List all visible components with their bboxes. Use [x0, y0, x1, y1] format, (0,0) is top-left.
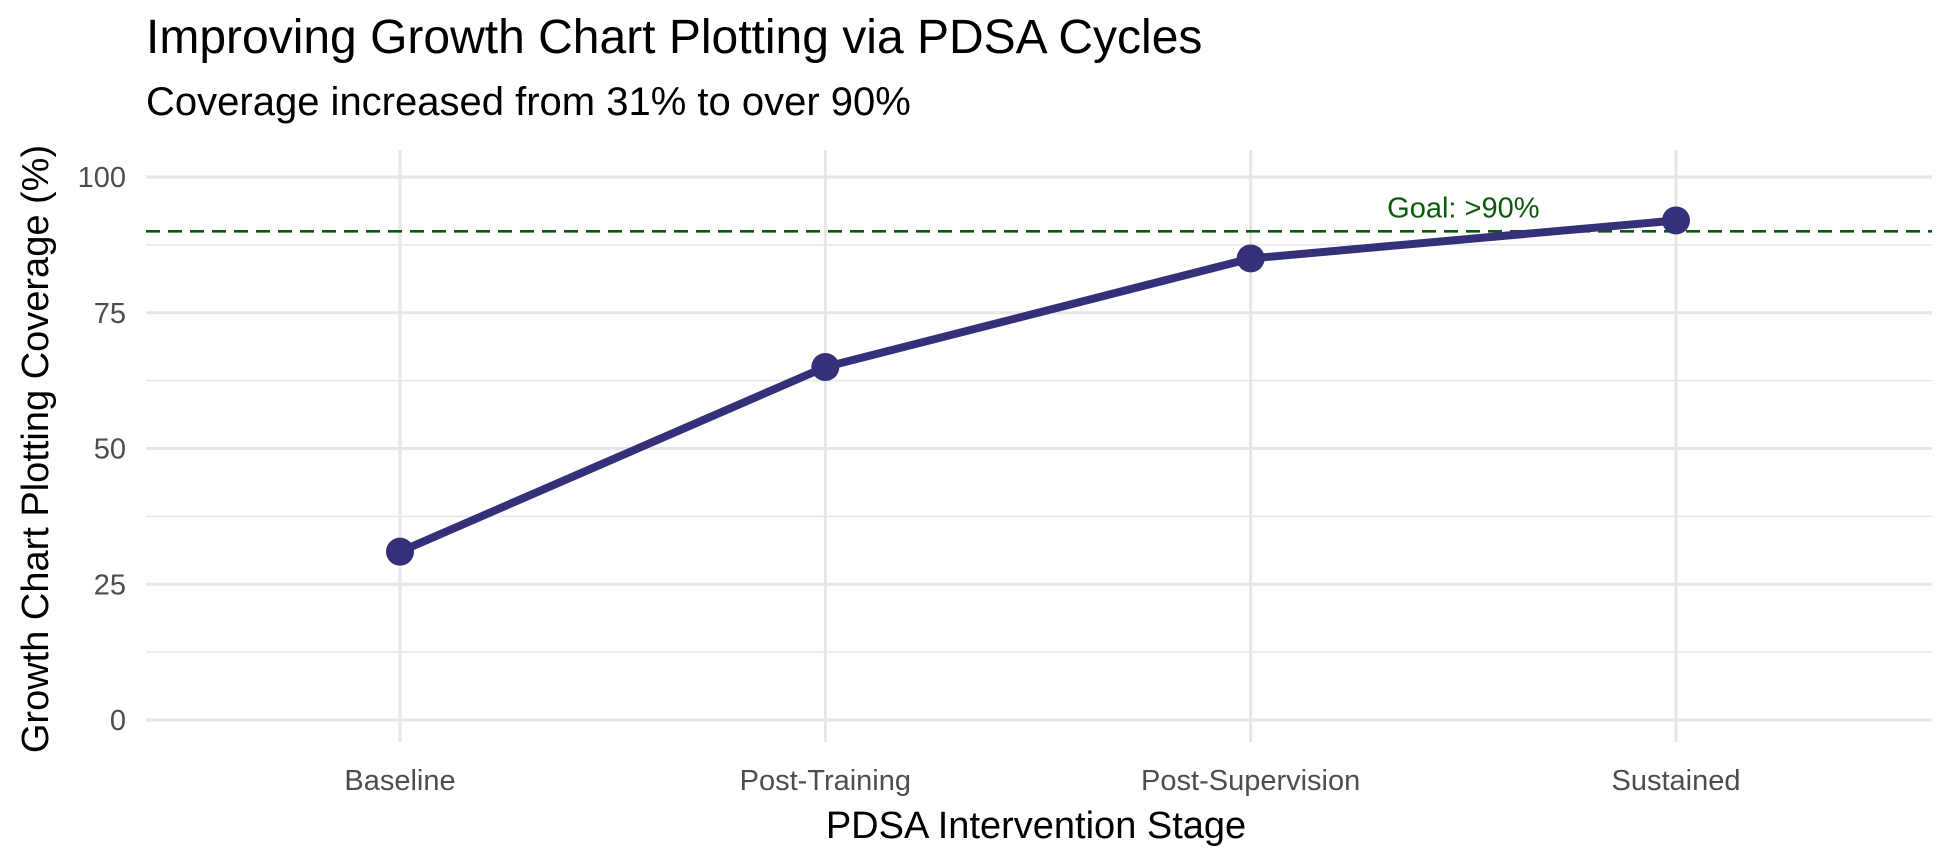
x-tick-label: Post-Training — [740, 765, 911, 797]
series-line — [396, 216, 1680, 556]
data-point — [1662, 206, 1690, 235]
goal-reference: Goal: >90% — [146, 192, 1932, 233]
y-tick-label: 50 — [94, 434, 126, 466]
series-coverage — [386, 206, 1690, 566]
chart-subtitle: Coverage increased from 31% to over 90% — [146, 80, 911, 124]
y-tick-label: 100 — [78, 162, 126, 194]
x-tick-label: Sustained — [1612, 765, 1741, 797]
major-gridlines — [146, 150, 1932, 742]
chart-title: Improving Growth Chart Plotting via PDSA… — [146, 11, 1203, 64]
x-tick-label: Baseline — [344, 765, 455, 797]
data-point — [386, 537, 414, 566]
x-tick-label: Post-Supervision — [1141, 765, 1360, 797]
y-tick-label: 25 — [94, 569, 126, 601]
data-point — [811, 353, 840, 382]
y-axis-title: Growth Chart Plotting Coverage (%) — [15, 145, 57, 753]
goal-label: Goal: >90% — [1387, 192, 1539, 224]
data-point — [1236, 244, 1265, 273]
y-axis-ticks: 0 25 50 75 100 — [78, 162, 126, 737]
x-axis-title: PDSA Intervention Stage — [826, 805, 1246, 847]
y-tick-label: 0 — [110, 705, 126, 737]
y-tick-label: 75 — [94, 298, 126, 330]
x-axis-ticks: Baseline Post-Training Post-Supervision Sus… — [344, 765, 1740, 797]
minor-gridlines — [146, 244, 1932, 653]
